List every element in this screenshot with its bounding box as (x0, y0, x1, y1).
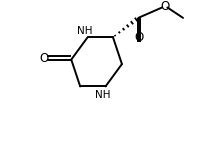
Text: NH: NH (77, 25, 92, 36)
Text: O: O (39, 52, 48, 65)
Text: O: O (135, 31, 144, 44)
Text: NH: NH (95, 90, 110, 100)
Text: O: O (161, 0, 170, 13)
